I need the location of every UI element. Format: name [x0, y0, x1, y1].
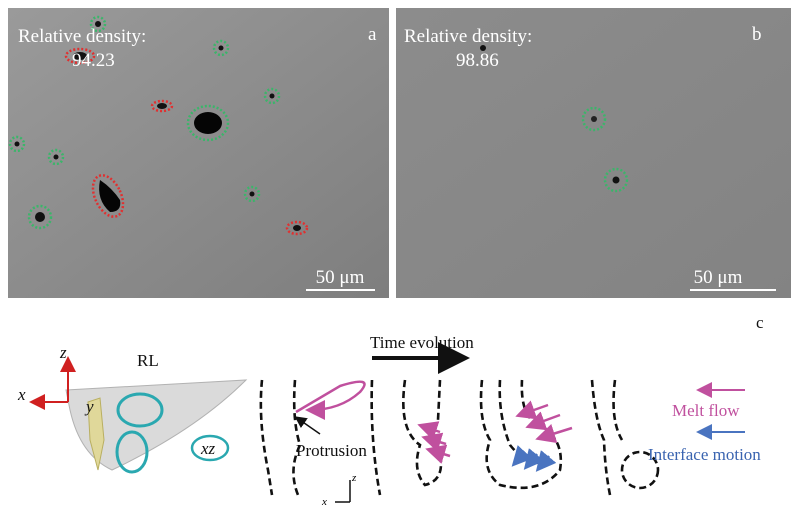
density-value: 94.23 — [72, 50, 115, 71]
axis-label: x — [321, 496, 327, 507]
axis-label: z — [59, 343, 67, 362]
region-label: RL — [137, 351, 159, 370]
scale-bar-label: 50 μm — [694, 267, 743, 288]
axis-label: x — [17, 385, 26, 404]
panel-label: b — [752, 24, 762, 45]
density-value: 98.86 — [456, 50, 499, 71]
axis-label: z — [351, 472, 357, 484]
panel-label: c — [756, 313, 764, 332]
panel-label: a — [368, 24, 377, 45]
scale-bar-label: 50 μm — [316, 267, 365, 288]
time-label: Time evolution — [370, 333, 474, 352]
plane-label: xz — [200, 439, 216, 458]
figure: Relative density: 94.23 a 50 μm Relative… — [0, 0, 799, 507]
density-label: Relative density: — [404, 26, 532, 47]
protrusion-label: Protrusion — [296, 441, 367, 460]
axis-label: y — [84, 397, 94, 416]
interface-label: Interface motion — [648, 445, 761, 464]
density-label: Relative density: — [18, 26, 146, 47]
melt-flow-label: Melt flow — [672, 401, 740, 420]
evolution-sketch — [261, 358, 745, 502]
micrograph-a — [8, 8, 389, 298]
